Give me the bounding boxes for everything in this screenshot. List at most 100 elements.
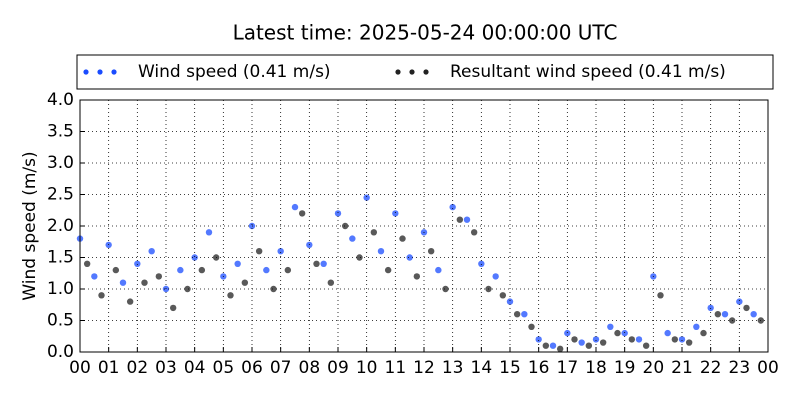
point [298,210,306,217]
x-tick-label: 17 [557,358,579,378]
y-tick-label: 3.5 [47,122,74,142]
point [635,336,643,343]
x-tick-label: 11 [385,358,407,378]
x-tick-label: 18 [585,358,607,378]
point [413,273,421,280]
point [399,235,406,242]
x-tick-label: 09 [327,358,349,378]
point [134,260,141,267]
x-tick-label: 06 [241,358,263,378]
point [521,311,528,318]
point [341,222,349,230]
point [607,323,614,330]
point [155,273,163,280]
y-tick-label: 1.0 [47,279,74,299]
point [83,260,91,267]
x-tick-label: 14 [471,358,493,378]
point [657,292,664,299]
point [556,345,564,353]
point [205,229,213,236]
point [241,279,249,286]
x-tick-label: 19 [614,358,636,378]
x-tick-label: 13 [442,358,464,378]
x-tick-label: 01 [98,358,120,378]
point [592,336,600,343]
point [277,248,284,255]
legend-marker [97,69,103,75]
point [621,329,628,337]
y-tick-label: 2.5 [47,185,74,205]
chart-title: Latest time: 2025-05-24 00:00:00 UTC [233,21,618,45]
point [442,285,449,293]
x-tick-label: 16 [528,358,550,378]
point [499,292,507,299]
point [478,260,485,267]
point [184,285,191,293]
point [470,229,478,236]
point [98,292,105,299]
point [313,260,320,267]
point [198,266,206,274]
point [234,260,241,267]
x-tick-label: 08 [299,358,321,378]
point [435,266,442,274]
point [356,254,363,261]
point [513,311,521,318]
point [542,342,550,349]
point [707,304,714,312]
x-tick-label: 10 [356,358,378,378]
point [685,339,693,346]
point [406,254,413,261]
point [169,304,177,312]
y-axis-label: Wind speed (m/s) [20,151,40,300]
point [449,203,456,211]
point [578,339,585,346]
point [571,336,578,343]
point [585,342,593,349]
x-tick-label: 12 [413,358,435,378]
point [492,273,499,280]
x-tick-label: 03 [155,358,177,378]
point [456,216,464,223]
x-tick-label: 05 [213,358,235,378]
point [664,329,671,337]
point [349,235,356,242]
point [255,248,263,255]
point [227,292,234,299]
point [628,336,636,343]
legend-marker [423,69,429,75]
point [377,248,385,255]
legend-marker [83,69,89,75]
point [141,279,148,286]
y-tick-label: 1.5 [47,248,74,268]
point [334,210,342,217]
x-tick-label: 02 [127,358,149,378]
point [750,311,757,318]
legend-label: Resultant wind speed (0.41 m/s) [450,62,726,82]
point [721,311,729,318]
x-tick-label: 15 [499,358,521,378]
y-tick-label: 2.0 [47,216,74,236]
y-tick-label: 0.5 [47,311,74,331]
point [177,266,184,274]
point [614,329,621,337]
x-tick-label: 00 [69,358,91,378]
y-tick-label: 0.0 [47,342,74,362]
point [284,266,292,274]
point [528,323,535,330]
point [506,298,514,305]
point [119,279,127,286]
x-tick-label: 21 [671,358,693,378]
y-tick-label: 4.0 [47,90,74,110]
x-tick-label: 20 [643,358,665,378]
point [564,329,571,337]
point [743,304,750,312]
y-tick-label: 3.0 [47,153,74,173]
point [642,342,650,349]
point [549,342,557,349]
point [126,298,134,305]
point [270,285,277,293]
x-tick-label: 23 [729,358,751,378]
point [736,298,743,305]
